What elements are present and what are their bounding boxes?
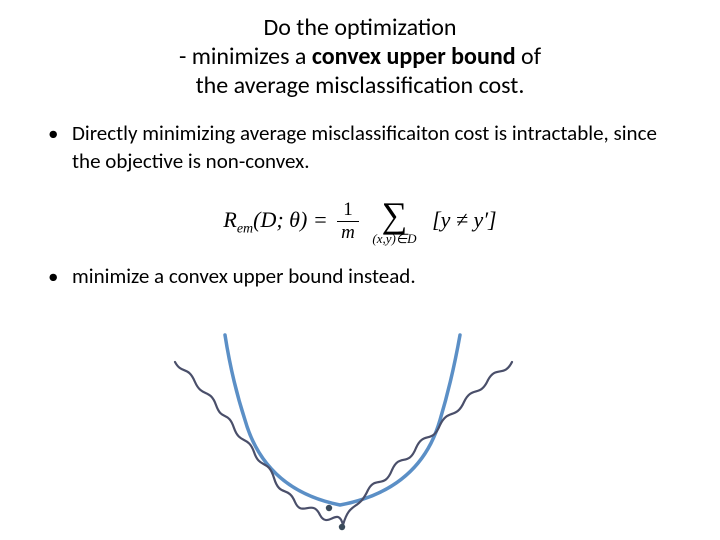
bullet-marker: • xyxy=(48,120,72,147)
bullet-text-2: minimize a convex upper bound instead. xyxy=(72,263,672,290)
content-area: • Directly minimizing average misclassif… xyxy=(0,100,720,290)
summation: ∑ (x,y)∈D xyxy=(372,197,416,247)
fraction: 1 m xyxy=(337,199,359,244)
nonconvex-objective-curve xyxy=(175,362,512,525)
minimum-point xyxy=(326,505,332,511)
bullet-marker: • xyxy=(48,263,72,290)
loss-curves-chart xyxy=(170,330,530,525)
bullet-text-1: Directly minimizing average misclassific… xyxy=(72,120,672,175)
slide-title: Do the optimization - minimizes a convex… xyxy=(0,0,720,100)
formula-empirical-risk: Rem(D; θ) = 1 m ∑ (x,y)∈D [y ≠ y′] xyxy=(48,183,672,263)
convex-upper-bound-curve xyxy=(225,335,460,505)
bullet-item-2: • minimize a convex upper bound instead. xyxy=(48,263,672,290)
title-line-3: the average misclassification cost. xyxy=(0,72,720,101)
title-line-1: Do the optimization xyxy=(0,14,720,43)
title-line-2: - minimizes a convex upper bound of xyxy=(0,43,720,72)
bullet-item-1: • Directly minimizing average misclassif… xyxy=(48,120,672,175)
chart-svg xyxy=(170,330,530,535)
minimum-point xyxy=(339,524,345,530)
